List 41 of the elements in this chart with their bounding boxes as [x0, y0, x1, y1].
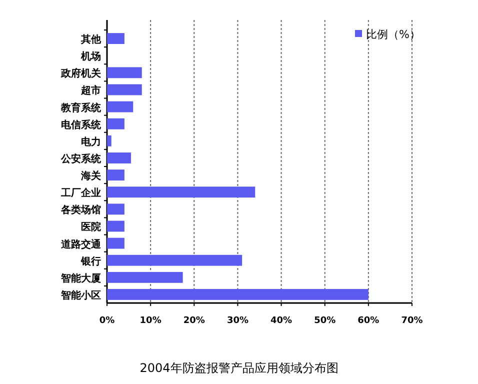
x-tick-label: 30%: [226, 316, 248, 326]
bar: [107, 33, 124, 44]
y-tick-label: 政府机关: [60, 68, 102, 80]
x-tick-label: 10%: [140, 316, 162, 326]
bar: [107, 84, 142, 96]
y-tick-label: 工厂企业: [60, 187, 101, 200]
y-tick-label: 超市: [80, 84, 101, 97]
y-tick-label: 医院: [81, 221, 101, 234]
y-tick-label: 各类场馆: [60, 204, 101, 216]
bar: [107, 289, 368, 300]
y-tick-label: 银行: [80, 255, 101, 268]
bar: [107, 238, 124, 249]
y-tick-label: 智能大厦: [60, 272, 101, 284]
y-tick-label: 公安系统: [60, 152, 102, 165]
bar: [107, 186, 256, 198]
bar: [107, 152, 131, 164]
x-tick-label: 60%: [358, 316, 380, 326]
x-tick-label: 50%: [314, 316, 336, 326]
bar: [107, 170, 124, 180]
y-tick-label: 海关: [80, 170, 102, 182]
y-tick-label: 电力: [81, 136, 101, 148]
y-tick-label: 智能小区: [60, 289, 101, 302]
bar: [107, 135, 112, 146]
y-tick-label: 道路交通: [60, 238, 102, 250]
text: 2004年防盗报警产品应用领域分布图: [140, 361, 338, 375]
bar: [107, 204, 124, 215]
bar: [107, 101, 134, 112]
y-tick-label: 机场: [80, 50, 101, 63]
bar: [107, 67, 142, 78]
bar: [107, 254, 242, 266]
x-tick-label: 0%: [99, 316, 115, 326]
y-tick-label: 电信系统: [61, 118, 102, 131]
y-tick-label: 教育系统: [60, 102, 102, 114]
y-tick-label: 其他: [80, 34, 102, 46]
x-tick-label: 70%: [401, 316, 423, 326]
bar: [107, 220, 124, 232]
x-tick-label: 20%: [183, 316, 205, 326]
legend-label: 比例（%）: [366, 28, 420, 41]
x-tick-label: 40%: [270, 316, 292, 326]
bar: [107, 272, 183, 283]
bar: [107, 118, 124, 130]
